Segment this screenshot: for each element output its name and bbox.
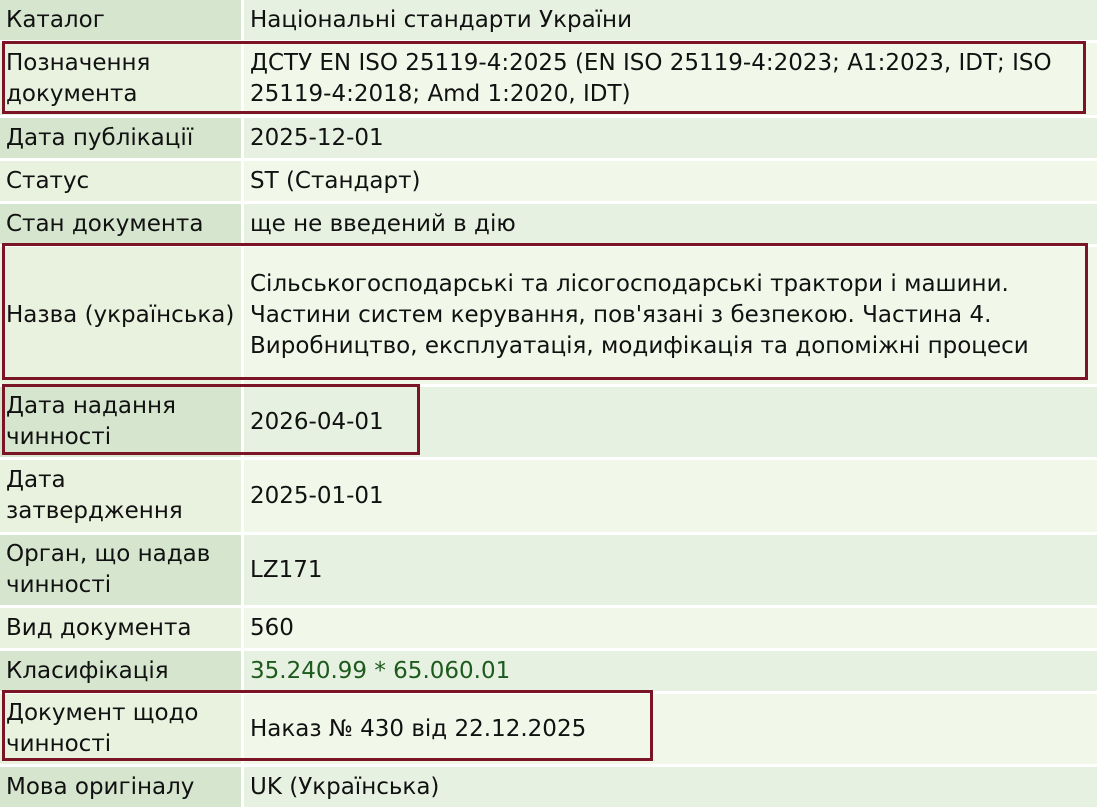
- label-publication-date: Дата публікації: [0, 118, 241, 158]
- label-document-type: Вид документа: [0, 608, 241, 648]
- label-classification: Класифікація: [0, 651, 241, 691]
- label-designation: Позначення документа: [0, 43, 241, 115]
- value-designation: ДСТУ EN ISO 25119-4:2025 (EN ISO 25119-4…: [244, 43, 1097, 115]
- value-title-ua: Сільськогосподарські та лісогосподарські…: [244, 247, 1097, 384]
- value-document-state: ще не введений в дію: [244, 204, 1097, 244]
- label-title-ua: Назва (українська): [0, 247, 241, 384]
- value-authority: LZ171: [244, 535, 1097, 605]
- value-effective-date: 2026-04-01: [244, 387, 1097, 457]
- value-publication-date: 2025-12-01: [244, 118, 1097, 158]
- classification-link[interactable]: 35.240.99 * 65.060.01: [244, 651, 1097, 691]
- value-approval-date: 2025-01-01: [244, 460, 1097, 532]
- value-validity-document: Наказ № 430 від 22.12.2025: [244, 694, 1097, 764]
- label-catalog: Каталог: [0, 0, 241, 40]
- value-original-language: UK (Українська): [244, 767, 1097, 807]
- label-effective-date: Дата надання чинності: [0, 387, 241, 457]
- label-status: Статус: [0, 161, 241, 201]
- label-authority: Орган, що надав чинності: [0, 535, 241, 605]
- label-validity-document: Документ щодо чинності: [0, 694, 241, 764]
- value-status: ST (Стандарт): [244, 161, 1097, 201]
- value-catalog: Національні стандарти України: [244, 0, 1097, 40]
- value-document-type: 560: [244, 608, 1097, 648]
- label-original-language: Мова оригіналу: [0, 767, 241, 807]
- label-document-state: Стан документа: [0, 204, 241, 244]
- label-approval-date: Дата затвердження: [0, 460, 241, 532]
